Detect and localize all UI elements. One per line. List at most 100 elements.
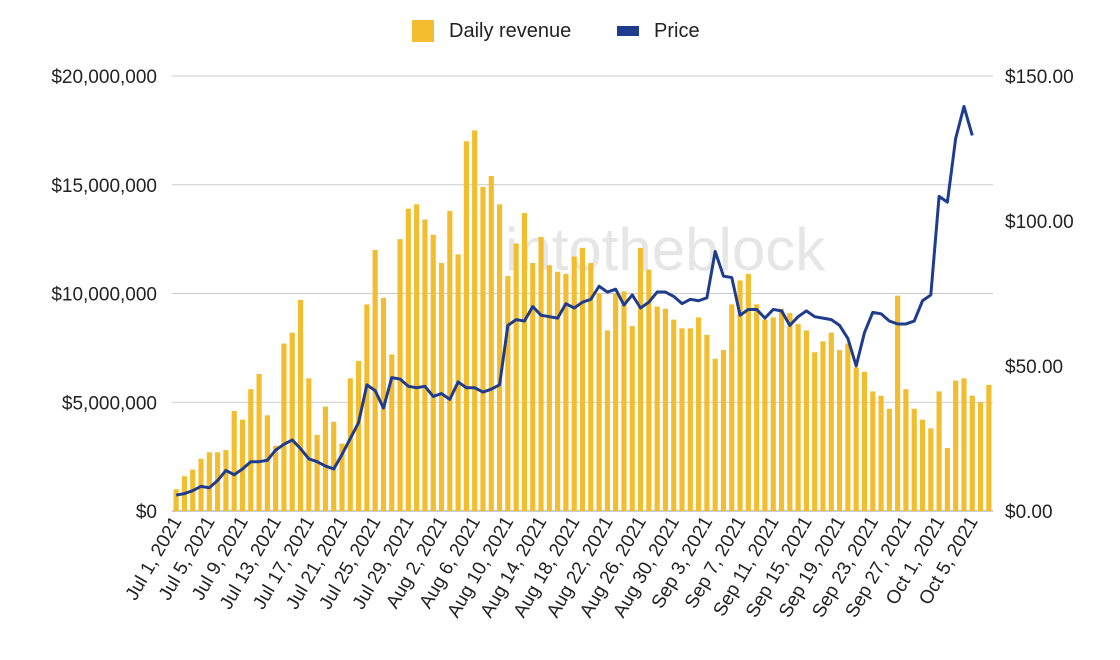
y-left-tick-label: $5,000,000 xyxy=(62,393,157,414)
revenue-bar xyxy=(729,304,735,511)
revenue-bar xyxy=(704,334,710,511)
revenue-bar xyxy=(256,373,262,511)
revenue-bar xyxy=(936,391,942,511)
revenue-bar xyxy=(754,304,760,511)
revenue-bar xyxy=(629,326,635,511)
revenue-bar xyxy=(223,450,229,511)
revenue-bar xyxy=(895,295,901,511)
revenue-bar xyxy=(472,130,478,511)
revenue-bar xyxy=(604,330,610,511)
revenue-bar xyxy=(579,247,586,511)
revenue-bar xyxy=(837,350,843,511)
y-right-tick-label: $100.00 xyxy=(1005,212,1074,233)
revenue-bar xyxy=(555,271,561,511)
revenue-bar xyxy=(903,389,909,511)
revenue-bar xyxy=(239,419,246,511)
revenue-bar xyxy=(463,141,469,511)
revenue-bar xyxy=(720,350,727,511)
revenue-bar xyxy=(571,256,577,511)
legend-label-price: Price xyxy=(654,20,700,42)
revenue-bar xyxy=(314,434,320,511)
revenue-bar xyxy=(861,371,868,511)
price-line xyxy=(175,104,974,497)
revenue-bar xyxy=(588,263,594,511)
revenue-bar xyxy=(231,410,237,511)
revenue-bar xyxy=(886,408,892,511)
revenue-bar xyxy=(389,354,395,511)
revenue-bar xyxy=(372,250,378,511)
y-right-tick-label: $0.00 xyxy=(1005,502,1053,523)
revenue-bar xyxy=(397,239,403,511)
revenue-bar xyxy=(339,443,345,511)
revenue-bar xyxy=(538,236,544,511)
legend-label-daily-revenue: Daily revenue xyxy=(449,20,571,42)
revenue-bar xyxy=(870,391,876,511)
revenue-bar xyxy=(306,378,312,511)
revenue-bar xyxy=(414,204,420,511)
revenue-bar xyxy=(671,319,677,511)
revenue-bar xyxy=(447,210,453,511)
revenue-bar xyxy=(206,452,212,511)
revenue-bar xyxy=(795,323,801,511)
revenue-bar xyxy=(969,395,975,511)
revenue-bar xyxy=(737,280,743,511)
revenue-bar xyxy=(438,263,445,511)
revenue-bar xyxy=(430,234,436,511)
revenue-bar xyxy=(696,317,702,511)
revenue-bar xyxy=(712,358,718,511)
revenue-bar xyxy=(297,300,304,511)
revenue-bar xyxy=(961,378,967,511)
y-right-tick-label: $150.00 xyxy=(1005,67,1074,88)
revenue-bar xyxy=(853,367,859,511)
revenue-bar xyxy=(356,360,362,511)
revenue-bar xyxy=(845,343,851,511)
revenue-bar xyxy=(911,408,917,511)
revenue-bar xyxy=(770,317,776,511)
revenue-bar xyxy=(646,269,652,511)
revenue-bar xyxy=(546,265,552,511)
y-left-tick-label: $0 xyxy=(136,502,157,523)
revenue-bar xyxy=(919,419,926,511)
revenue-bar xyxy=(405,208,411,512)
revenue-bar xyxy=(173,489,179,511)
revenue-bar xyxy=(289,332,295,511)
revenue-bar xyxy=(281,343,287,511)
revenue-bar xyxy=(563,273,569,511)
revenue-bar xyxy=(745,273,751,511)
revenue-bar xyxy=(596,293,602,511)
revenue-bar xyxy=(513,243,519,511)
revenue-bar xyxy=(422,219,428,512)
revenue-bar xyxy=(928,428,934,511)
revenue-bar xyxy=(613,293,619,511)
y-left-tick-label: $10,000,000 xyxy=(51,285,157,306)
y-left-tick-label: $20,000,000 xyxy=(51,67,157,88)
revenue-bar xyxy=(273,445,279,511)
revenue-bar xyxy=(878,395,884,511)
revenue-bar xyxy=(621,291,627,511)
revenue-bar xyxy=(505,276,511,511)
revenue-bar xyxy=(803,330,809,511)
revenue-bar xyxy=(347,378,353,511)
revenue-bar xyxy=(944,447,950,511)
revenue-bar xyxy=(977,402,984,511)
watermark-text: intotheblock xyxy=(505,216,826,283)
revenue-bar xyxy=(787,313,793,511)
revenue-bar xyxy=(530,263,536,511)
y-left-tick-label: $15,000,000 xyxy=(51,176,157,197)
revenue-bar xyxy=(820,341,826,511)
legend-swatch-daily-revenue xyxy=(412,20,434,42)
revenue-bar xyxy=(953,380,959,511)
y-right-tick-label: $50.00 xyxy=(1005,357,1063,378)
revenue-bar xyxy=(248,389,254,511)
revenue-bar xyxy=(986,384,992,511)
revenue-bar xyxy=(687,328,693,511)
revenue-bar xyxy=(778,308,785,511)
revenue-bar xyxy=(662,308,669,511)
revenue-bar xyxy=(762,319,768,511)
revenue-bar xyxy=(521,213,528,511)
revenue-bar xyxy=(264,415,270,511)
revenue-bar xyxy=(637,247,644,511)
legend-swatch-price xyxy=(617,26,639,36)
